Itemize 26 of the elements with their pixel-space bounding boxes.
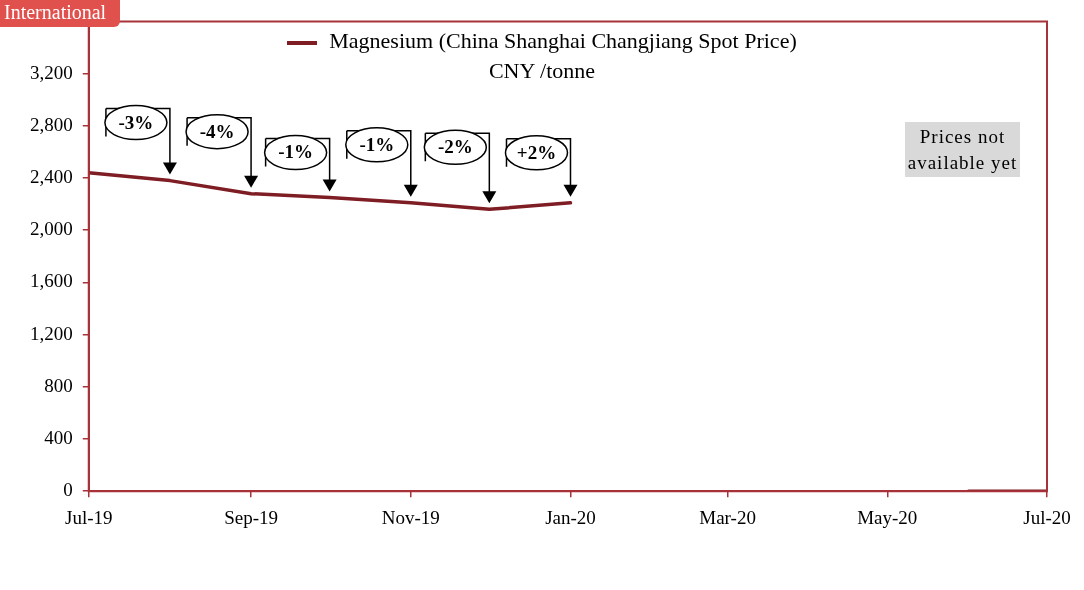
annotation: -2%	[437, 136, 473, 158]
annotation: +2%	[516, 141, 557, 163]
y-tick-label: 1,200	[30, 322, 73, 344]
y-tick-label: 2,000	[30, 218, 73, 240]
y-tick-label: 2,800	[30, 113, 73, 135]
y-tick-label: 400	[44, 426, 73, 448]
y-tick-label: 0	[63, 479, 73, 501]
x-tick-label: Jan-20	[545, 506, 596, 528]
text: CNY /tonne	[488, 58, 596, 83]
y-tick-label: 2,400	[30, 165, 73, 187]
x-tick-label: Sep-19	[224, 506, 278, 528]
x-tick-label: Jul-19	[65, 506, 113, 528]
y-tick-label: 3,200	[30, 61, 73, 83]
x-tick-label: Jul-20	[1023, 506, 1071, 528]
x-tick-label: Nov-19	[381, 506, 440, 528]
annotation: -1%	[278, 141, 314, 163]
legend-label: Magnesium (China Shanghai Changjiang Spot Price)	[329, 28, 797, 53]
y-tick-label: 1,600	[30, 270, 73, 292]
annotation: -4%	[199, 120, 235, 142]
annotation: Prices not available yet	[905, 122, 1020, 178]
annotation: International	[0, 0, 121, 27]
y-tick-label: 800	[44, 374, 73, 396]
x-tick-label: Mar-20	[699, 506, 756, 528]
annotation: -1%	[359, 133, 395, 155]
x-tick-label: May-20	[857, 506, 918, 528]
annotation: -3%	[118, 111, 154, 133]
